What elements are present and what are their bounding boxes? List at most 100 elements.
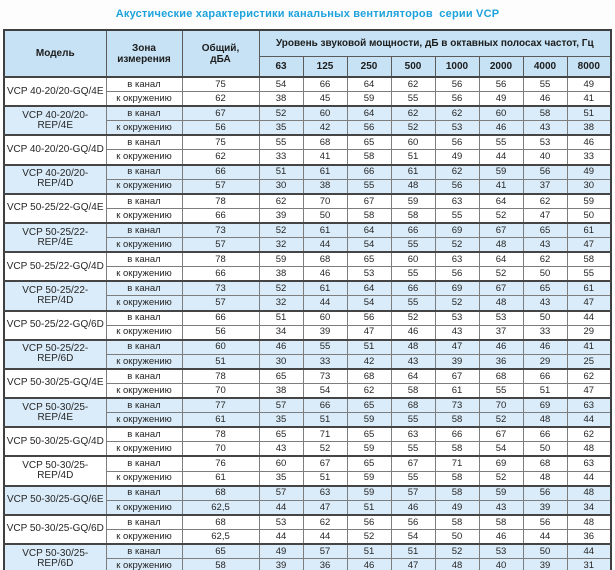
table-row: к окружению 51 30 33 42 43 39 36 29 25 bbox=[4, 353, 612, 370]
band-level-cell: 48 bbox=[390, 338, 436, 355]
band-level-cell: 56 bbox=[434, 76, 480, 93]
column-header-freq-125: 125 bbox=[302, 56, 348, 78]
band-level-cell: 48 bbox=[434, 558, 480, 570]
band-level-cell: 50 bbox=[566, 207, 612, 224]
band-level-cell: 69 bbox=[434, 221, 480, 239]
table-row: VCP 50-30/25-GQ/6E в канал 68 57 63 59 57 58 59 5… bbox=[3, 484, 612, 516]
band-level-cell: 56 bbox=[522, 163, 568, 180]
zone-cell: в канал bbox=[105, 397, 183, 414]
band-level-cell: 43 bbox=[522, 237, 568, 253]
table-row: к окружению 61 35 51 59 55 58 52 48 44 bbox=[4, 412, 612, 428]
band-level-cell: 35 bbox=[258, 412, 304, 428]
band-level-cell: 62 bbox=[390, 105, 436, 122]
band-level-cell: 51 bbox=[258, 163, 304, 180]
band-level-cell: 44 bbox=[566, 309, 612, 326]
total-dba-cell: 78 bbox=[181, 426, 260, 443]
band-level-cell: 52 bbox=[478, 470, 524, 487]
band-level-cell: 25 bbox=[566, 353, 612, 370]
zone-cell: к окружению bbox=[105, 295, 183, 311]
total-dba-cell: 66 bbox=[181, 309, 260, 326]
band-level-cell: 67 bbox=[390, 455, 436, 472]
band-level-cell: 52 bbox=[346, 528, 392, 545]
band-level-cell: 43 bbox=[390, 353, 436, 370]
zone-cell: в канал bbox=[105, 543, 183, 560]
band-level-cell: 43 bbox=[522, 295, 568, 311]
band-level-cell: 39 bbox=[302, 324, 348, 341]
band-level-cell: 38 bbox=[258, 266, 304, 282]
band-level-cell: 51 bbox=[566, 105, 612, 122]
band-level-cell: 59 bbox=[478, 484, 524, 501]
model-cell: VCP 40-20/20-REP/4E bbox=[3, 105, 107, 136]
band-level-cell: 53 bbox=[478, 543, 524, 560]
band-level-cell: 58 bbox=[434, 470, 480, 487]
total-dba-cell: 65 bbox=[181, 543, 260, 560]
zone-cell: к окружению bbox=[105, 178, 183, 195]
zone-cell: в канал bbox=[105, 192, 183, 209]
column-header-freq-63: 63 bbox=[258, 56, 304, 78]
band-level-cell: 66 bbox=[302, 76, 348, 93]
model-cell: VCP 50-30/25-REP/4E bbox=[3, 397, 107, 428]
band-level-cell: 67 bbox=[302, 455, 348, 472]
model-cell: VCP 50-25/22-REP/4D bbox=[3, 280, 107, 312]
zone-cell: к окружению bbox=[105, 412, 183, 428]
band-level-cell: 70 bbox=[302, 192, 348, 209]
band-level-cell: 41 bbox=[302, 149, 348, 166]
band-level-cell: 71 bbox=[302, 426, 348, 443]
band-level-cell: 62 bbox=[566, 426, 612, 443]
band-level-cell: 57 bbox=[258, 484, 304, 501]
total-dba-cell: 73 bbox=[181, 221, 260, 239]
band-level-cell: 62 bbox=[346, 382, 392, 399]
band-level-cell: 47 bbox=[434, 338, 480, 355]
band-level-cell: 46 bbox=[390, 499, 436, 516]
band-level-cell: 63 bbox=[390, 426, 436, 443]
table-row: VCP 50-30/25-REP/4E в канал 77 57 66 65 68 73 70… bbox=[3, 397, 612, 428]
column-header-freq-8000: 8000 bbox=[566, 56, 612, 78]
band-level-cell: 38 bbox=[302, 178, 348, 195]
band-level-cell: 66 bbox=[390, 221, 436, 239]
total-dba-cell: 70 bbox=[181, 382, 260, 399]
band-level-cell: 56 bbox=[346, 120, 392, 136]
total-dba-cell: 58 bbox=[181, 558, 260, 570]
model-cell: VCP 50-30/25-REP/4D bbox=[3, 455, 107, 487]
table-row: VCP 50-25/22-GQ/6D в канал 66 51 60 56 52 53 53 5… bbox=[3, 309, 612, 341]
band-level-cell: 62 bbox=[566, 367, 612, 384]
total-dba-cell: 78 bbox=[181, 251, 260, 268]
band-level-cell: 58 bbox=[522, 105, 568, 122]
band-level-cell: 68 bbox=[302, 251, 348, 268]
band-level-cell: 30 bbox=[258, 178, 304, 195]
table-row: VCP 40-20/20-GQ/4E в канал 75 54 66 64 62 56 56 5… bbox=[3, 75, 612, 107]
band-level-cell: 50 bbox=[434, 528, 480, 545]
zone-cell: к окружению bbox=[105, 441, 183, 457]
band-level-cell: 48 bbox=[478, 295, 524, 311]
band-level-cell: 39 bbox=[434, 353, 480, 370]
band-level-cell: 53 bbox=[478, 309, 524, 326]
total-dba-cell: 62,5 bbox=[181, 528, 260, 545]
total-dba-cell: 66 bbox=[181, 266, 260, 282]
band-level-cell: 43 bbox=[258, 441, 304, 457]
table-row: к окружению 61 35 51 59 55 58 52 48 44 bbox=[4, 470, 612, 487]
band-level-cell: 52 bbox=[434, 543, 480, 560]
zone-cell: к окружению bbox=[105, 353, 183, 370]
band-level-cell: 46 bbox=[390, 324, 436, 341]
band-level-cell: 63 bbox=[434, 251, 480, 268]
band-level-cell: 67 bbox=[478, 221, 524, 239]
zone-cell: к окружению bbox=[105, 499, 183, 516]
table-row: VCP 50-30/25-GQ/4D в канал 78 65 71 65 63 66 67 6… bbox=[3, 426, 612, 457]
total-dba-cell: 57 bbox=[181, 178, 260, 195]
zone-cell: в канал bbox=[105, 76, 183, 93]
band-level-cell: 66 bbox=[346, 163, 392, 180]
band-level-cell: 62 bbox=[258, 192, 304, 209]
band-level-cell: 52 bbox=[434, 237, 480, 253]
zone-cell: в канал bbox=[105, 309, 183, 326]
acoustic-characteristics-table: Модель Зона измерения Общий, дБА Уровень… bbox=[3, 29, 613, 570]
model-cell: VCP 40-20/20-REP/4D bbox=[3, 163, 107, 195]
band-level-cell: 66 bbox=[390, 280, 436, 297]
band-level-cell: 64 bbox=[390, 367, 436, 384]
band-level-cell: 41 bbox=[478, 178, 524, 195]
band-level-cell: 65 bbox=[346, 134, 392, 151]
band-level-cell: 63 bbox=[566, 455, 612, 472]
band-level-cell: 49 bbox=[566, 76, 612, 93]
band-level-cell: 69 bbox=[478, 455, 524, 472]
band-level-cell: 62 bbox=[390, 76, 436, 93]
band-level-cell: 67 bbox=[478, 426, 524, 443]
